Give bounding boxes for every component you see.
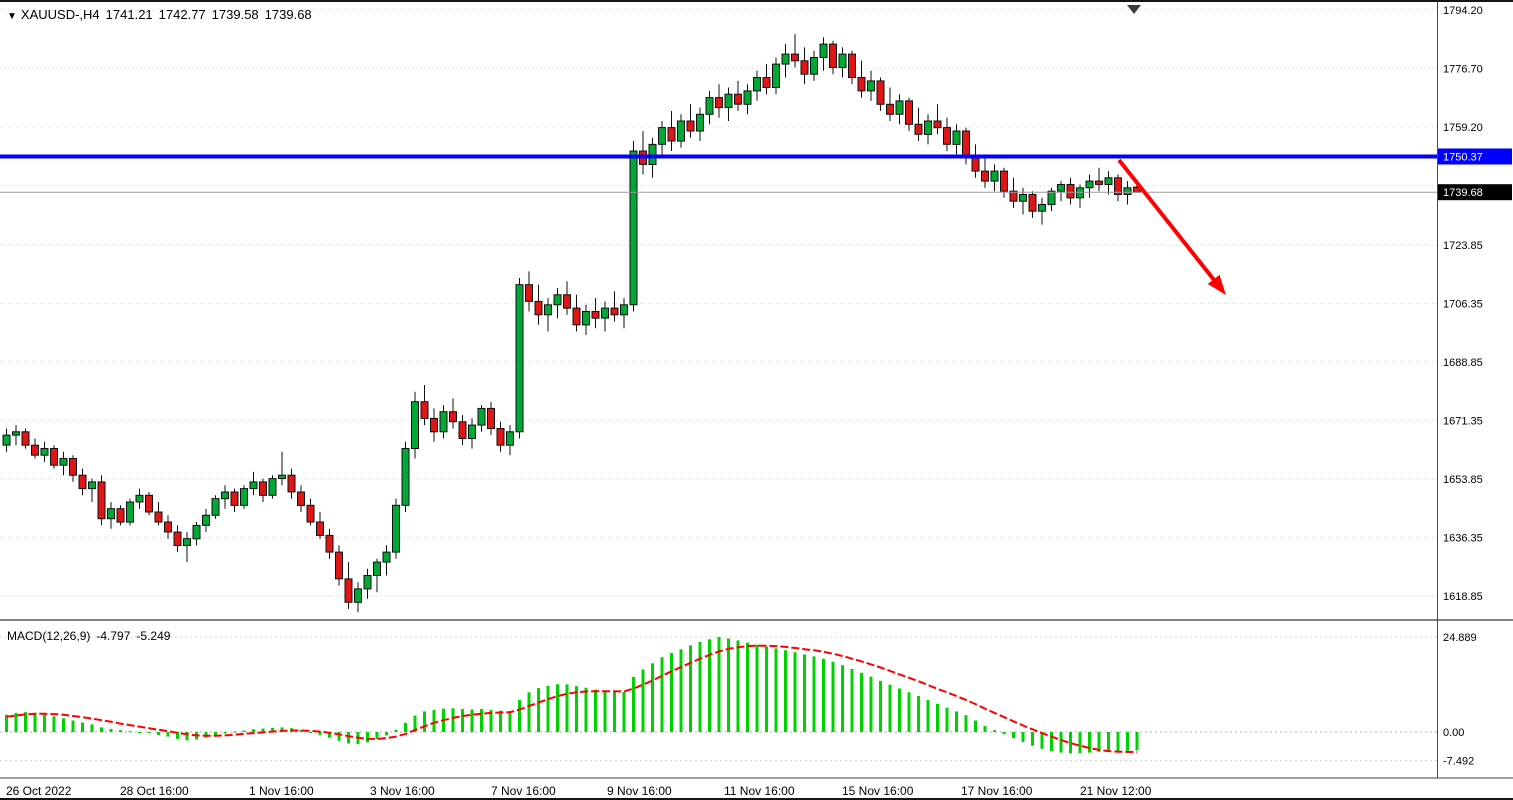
svg-text:1 Nov 16:00: 1 Nov 16:00 bbox=[249, 784, 314, 798]
candles-layer[interactable] bbox=[2, 34, 1141, 613]
chart-shift-marker bbox=[1127, 5, 1141, 14]
svg-text:3 Nov 16:00: 3 Nov 16:00 bbox=[370, 784, 435, 798]
close-value: 1739.68 bbox=[264, 7, 312, 22]
chart-ohlc-header: ▼ XAUUSD-,H4 1741.21 1742.77 1739.58 1739.68 bbox=[7, 7, 312, 22]
svg-text:0.00: 0.00 bbox=[1443, 727, 1464, 739]
time-axis[interactable]: 26 Oct 2022 28 Oct 16:00 1 Nov 16:00 3 Nov … bbox=[6, 784, 1152, 798]
svg-text:17 Nov 16:00: 17 Nov 16:00 bbox=[961, 784, 1033, 798]
svg-text:1759.20: 1759.20 bbox=[1443, 122, 1483, 134]
low-value: 1739.58 bbox=[211, 7, 259, 22]
price-axis[interactable]: 1794.20 1776.70 1759.20 1723.85 1706.35 1688.… bbox=[1443, 5, 1483, 768]
svg-text:1671.35: 1671.35 bbox=[1443, 416, 1483, 428]
svg-text:9 Nov 16:00: 9 Nov 16:00 bbox=[607, 784, 672, 798]
macd-name: MACD(12,26,9) bbox=[7, 629, 91, 643]
svg-text:21 Nov 12:00: 21 Nov 12:00 bbox=[1080, 784, 1152, 798]
macd-signal-line bbox=[6, 644, 1138, 753]
svg-text:1776.70: 1776.70 bbox=[1443, 64, 1483, 76]
macd-histogram bbox=[5, 637, 1139, 754]
svg-text:1723.85: 1723.85 bbox=[1443, 240, 1483, 252]
symbol-timeframe-label: XAUUSD-,H4 bbox=[20, 7, 100, 22]
macd-main-value: -4.797 bbox=[96, 629, 131, 643]
svg-text:1706.35: 1706.35 bbox=[1443, 299, 1483, 311]
macd-signal-value: -5.249 bbox=[136, 629, 171, 643]
trend-arrow[interactable] bbox=[1117, 158, 1226, 295]
price-tag-current: 1739.68 bbox=[1438, 184, 1512, 201]
svg-text:1750.37: 1750.37 bbox=[1443, 152, 1483, 164]
price-tag-resistance: 1750.37 bbox=[1438, 148, 1512, 165]
svg-text:1653.85: 1653.85 bbox=[1443, 474, 1483, 486]
svg-text:-7.492: -7.492 bbox=[1443, 756, 1474, 768]
svg-text:1618.85: 1618.85 bbox=[1443, 591, 1483, 603]
open-value: 1741.21 bbox=[105, 7, 153, 22]
high-value: 1742.77 bbox=[158, 7, 206, 22]
svg-text:15 Nov 16:00: 15 Nov 16:00 bbox=[842, 784, 914, 798]
svg-text:1688.85: 1688.85 bbox=[1443, 357, 1483, 369]
svg-text:28 Oct 16:00: 28 Oct 16:00 bbox=[120, 784, 189, 798]
svg-text:26 Oct 2022: 26 Oct 2022 bbox=[6, 784, 72, 798]
svg-text:11 Nov 16:00: 11 Nov 16:00 bbox=[724, 784, 795, 798]
svg-text:7 Nov 16:00: 7 Nov 16:00 bbox=[491, 784, 556, 798]
svg-text:1794.20: 1794.20 bbox=[1443, 5, 1483, 17]
svg-text:1739.68: 1739.68 bbox=[1443, 187, 1483, 199]
macd-indicator-label: MACD(12,26,9) -4.797 -5.249 bbox=[7, 629, 170, 643]
symbol-dropdown-icon[interactable]: ▼ bbox=[7, 11, 17, 22]
svg-text:1636.35: 1636.35 bbox=[1443, 533, 1483, 545]
svg-text:24.889: 24.889 bbox=[1443, 632, 1477, 644]
